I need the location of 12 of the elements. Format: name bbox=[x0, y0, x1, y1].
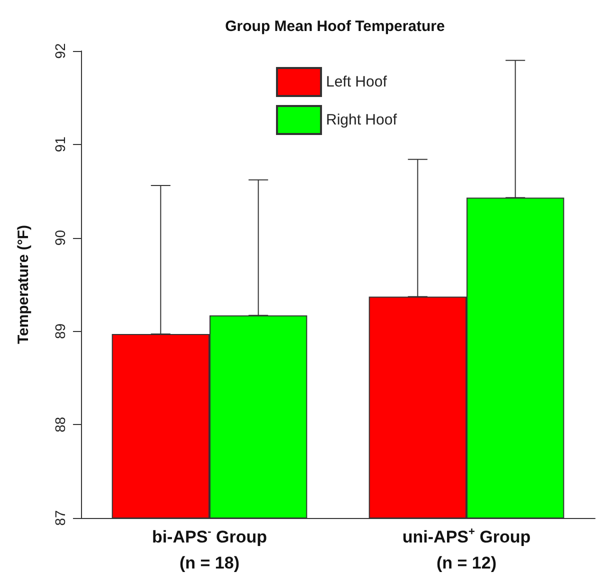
legend-label: Right Hoof bbox=[326, 112, 398, 128]
x-tick-label: uni-APS+ Group (n = 12) bbox=[402, 526, 531, 572]
y-axis-title: Temperature (°F) bbox=[15, 224, 32, 344]
y-tick-label: 89 bbox=[52, 323, 68, 339]
y-tick-label: 87 bbox=[52, 510, 68, 526]
chart-title: Group Mean Hoof Temperature bbox=[225, 18, 445, 35]
y-tick-label: 90 bbox=[52, 230, 68, 246]
y-tick-label: 92 bbox=[52, 43, 68, 59]
y-tick-label: 91 bbox=[52, 136, 68, 152]
y-tick-label: 88 bbox=[52, 416, 68, 432]
x-tick-label: bi-APS- Group (n = 18) bbox=[152, 526, 268, 572]
legend-label: Left Hoof bbox=[326, 74, 388, 90]
